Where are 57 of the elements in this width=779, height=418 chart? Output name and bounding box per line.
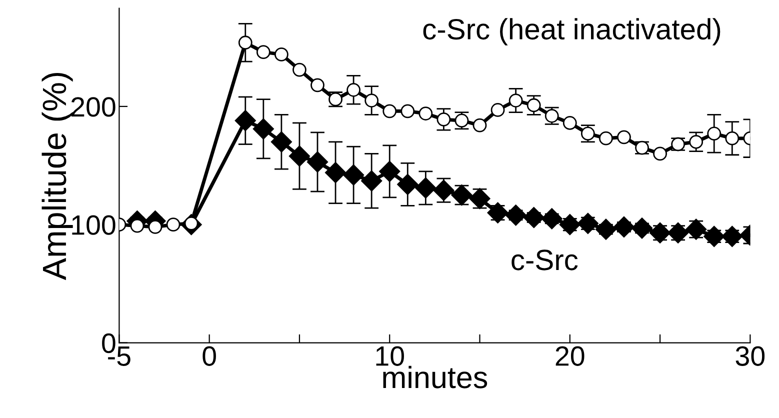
- point: [508, 94, 523, 108]
- point: [252, 118, 274, 140]
- point: [653, 146, 667, 161]
- point: [292, 62, 306, 77]
- point: [234, 110, 256, 132]
- point: [379, 160, 400, 182]
- point: [274, 48, 288, 62]
- point: [526, 98, 541, 112]
- point: [325, 162, 346, 184]
- point: [617, 130, 631, 144]
- point: [505, 204, 526, 226]
- point: [397, 174, 418, 195]
- point: [288, 146, 310, 167]
- point: [238, 36, 252, 50]
- point: [343, 164, 364, 186]
- point: [704, 226, 725, 247]
- point: [148, 220, 162, 234]
- point: [490, 103, 505, 117]
- point: [707, 126, 722, 141]
- y-axis-title: Amplitude (%): [42, 72, 73, 280]
- x-tick-label: 0: [202, 346, 216, 366]
- x-tick-label: 20: [556, 346, 584, 366]
- point: [346, 82, 360, 97]
- point: [400, 104, 415, 118]
- point: [130, 218, 144, 233]
- point: [562, 116, 577, 130]
- point: [418, 106, 433, 120]
- point: [541, 208, 562, 230]
- point: [631, 218, 653, 239]
- y-tick-label: 100: [72, 215, 116, 235]
- point: [364, 94, 379, 108]
- point: [436, 112, 451, 126]
- point: [725, 131, 740, 146]
- x-tick-label: 10: [376, 346, 404, 366]
- point: [361, 170, 382, 192]
- point: [310, 78, 324, 92]
- point: [595, 218, 616, 240]
- point: [577, 212, 598, 234]
- point: [270, 131, 292, 152]
- point: [613, 216, 634, 238]
- point: [722, 226, 743, 247]
- text: c-Src (heat inactivated): [423, 18, 720, 46]
- point: [306, 151, 328, 172]
- point: [689, 134, 704, 149]
- point: [415, 177, 436, 198]
- x-axis-title: minutes: [383, 366, 488, 388]
- point: [472, 118, 487, 132]
- point: [433, 180, 454, 201]
- point: [166, 218, 180, 232]
- point: [599, 131, 613, 146]
- y-tick-label: 200: [71, 97, 116, 117]
- x-tick-label: 30: [736, 346, 765, 366]
- point: [559, 214, 580, 236]
- point: [382, 104, 397, 118]
- series-label: c-Src: [512, 250, 578, 270]
- point: [523, 206, 544, 228]
- point: [256, 45, 270, 60]
